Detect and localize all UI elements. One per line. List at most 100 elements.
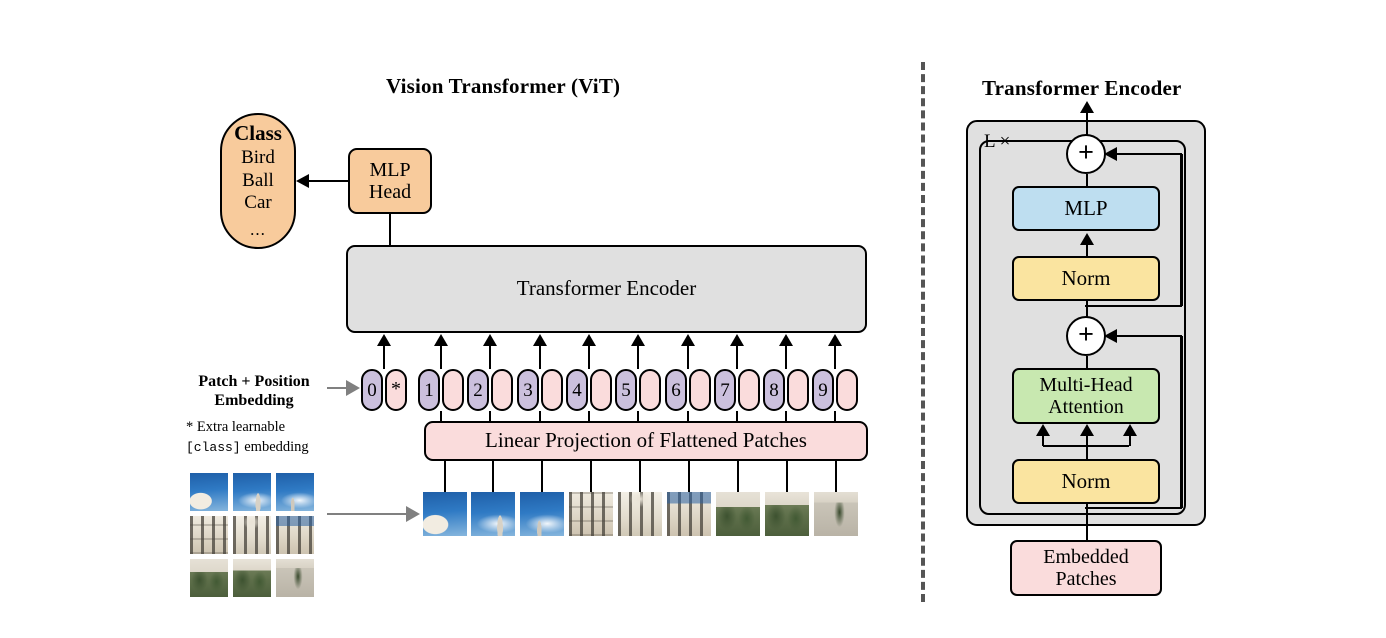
norm-lower-block: Norm [1012,459,1160,504]
class-item-car: Car [244,192,272,214]
footnote-mono-token: [class] [186,439,241,455]
qkv-v-arrowhead [1123,424,1137,436]
token-7: 7 [714,369,760,411]
mlp-head-to-class-line [309,179,349,183]
token-1-output-line [439,345,443,369]
token-9-input-line [833,411,837,421]
transformer-encoder-label: Transformer Encoder [516,276,697,301]
flattened-patch-9 [814,492,858,536]
qkv-k-stem [1085,426,1089,460]
flattened-patch-5 [618,492,662,536]
token-3-output-line [538,345,542,369]
embedded-patches-block: Embedded Patches [1010,540,1162,596]
flattened-patch-2-line [491,461,495,492]
source-patch-r2-c2 [276,559,314,597]
token-8-output-arrowhead [779,334,793,346]
norm-upper-to-mlp-line [1085,244,1089,264]
footnote-line1: * Extra learnable [186,419,286,435]
linear-projection-label: Linear Projection of Flattened Patches [485,428,807,453]
token-0-patch-pill: * [385,369,407,411]
qkv-q-arrowhead [1036,424,1050,436]
token-4-output-arrowhead [582,334,596,346]
flattened-patch-8-line [785,461,789,492]
token-6: 6 [665,369,711,411]
grid-to-strip-arrow-line [327,513,407,516]
upper-add-to-output-line [1085,120,1089,136]
mlp-head-to-encoder-line [388,214,392,246]
upper-residual-horizontal-bottom [1085,304,1182,308]
flattened-patch-7-line [736,461,740,492]
lower-residual-vertical [1180,336,1183,508]
token-5-position-pill: 5 [615,369,637,411]
token-2-patch-pill [491,369,513,411]
token-7-input-line [735,411,739,421]
encoder-output-line [1085,104,1089,134]
norm-lower-label: Norm [1061,468,1111,493]
mlp-block: MLP [1012,186,1160,231]
multi-head-attention-block: Multi-Head Attention [1012,368,1160,424]
class-heading: Class [234,121,282,146]
token-4-output-line [587,345,591,369]
token-5-input-line [636,411,640,421]
flattened-patch-3 [520,492,564,536]
flattened-patch-8 [765,492,809,536]
source-patch-r1-c0 [190,516,228,554]
token-5: 5 [615,369,661,411]
flattened-patch-3-line [540,461,544,492]
source-patch-r0-c2 [276,473,314,511]
token-3-input-line [538,411,542,421]
token-3: 3 [517,369,563,411]
token-1-position-pill: 1 [418,369,440,411]
token-1-patch-pill [442,369,464,411]
linear-projection-block: Linear Projection of Flattened Patches [424,421,868,461]
qkv-q-stem [1041,432,1045,446]
attention-line2: Attention [1048,396,1124,418]
source-patch-r0-c0 [190,473,228,511]
token-5-output-line [636,345,640,369]
flattened-patch-4-line [589,461,593,492]
token-9-output-arrowhead [828,334,842,346]
source-patch-r1-c1 [233,516,271,554]
token-2-output-line [488,345,492,369]
upper-residual-arrowhead [1104,147,1117,161]
patch-position-embedding-caption: Patch + Position Embedding [186,372,322,410]
token-6-patch-pill [689,369,711,411]
right-panel-title: Transformer Encoder [982,76,1182,100]
token-1-output-arrowhead [434,334,448,346]
embedded-patches-line2: Patches [1055,568,1117,590]
class-output-capsule: Class Bird Ball Car ... [220,113,296,249]
residual-add-lower: + [1066,316,1106,356]
flattened-patch-2 [471,492,515,536]
token-7-patch-pill [738,369,760,411]
flattened-patch-1-line [443,461,447,492]
footnote-line2-suffix: embedding [240,438,309,455]
flattened-patch-6-line [687,461,691,492]
flattened-patch-5-line [638,461,642,492]
token-8-output-line [784,345,788,369]
embedding-caption-arrow-line [327,387,347,390]
mlp-head-to-class-arrowhead [296,174,309,188]
flattened-patch-6 [667,492,711,536]
norm-upper-block: Norm [1012,256,1160,301]
token-3-output-arrowhead [533,334,547,346]
token-5-output-arrowhead [631,334,645,346]
embedding-caption-line1: Patch + Position [198,373,310,390]
upper-residual-horizontal-top [1106,152,1182,156]
left-panel-title: Vision Transformer (ViT) [386,74,621,98]
class-item-ball: Ball [242,169,274,191]
embedding-caption-arrowhead [346,380,360,396]
embedded-patches-line1: Embedded [1043,545,1129,568]
token-0-position-pill: 0 [361,369,383,411]
source-patch-r1-c2 [276,516,314,554]
lower-add-to-norm-upper-line [1085,300,1089,320]
mlp-head-line1: MLP [369,158,411,181]
token-8-input-line [784,411,788,421]
flattened-patch-4 [569,492,613,536]
panel-divider [921,62,925,602]
lower-residual-horizontal-top [1106,334,1182,338]
token-6-position-pill: 6 [665,369,687,411]
token-9-position-pill: 9 [812,369,834,411]
token-6-output-line [686,345,690,369]
